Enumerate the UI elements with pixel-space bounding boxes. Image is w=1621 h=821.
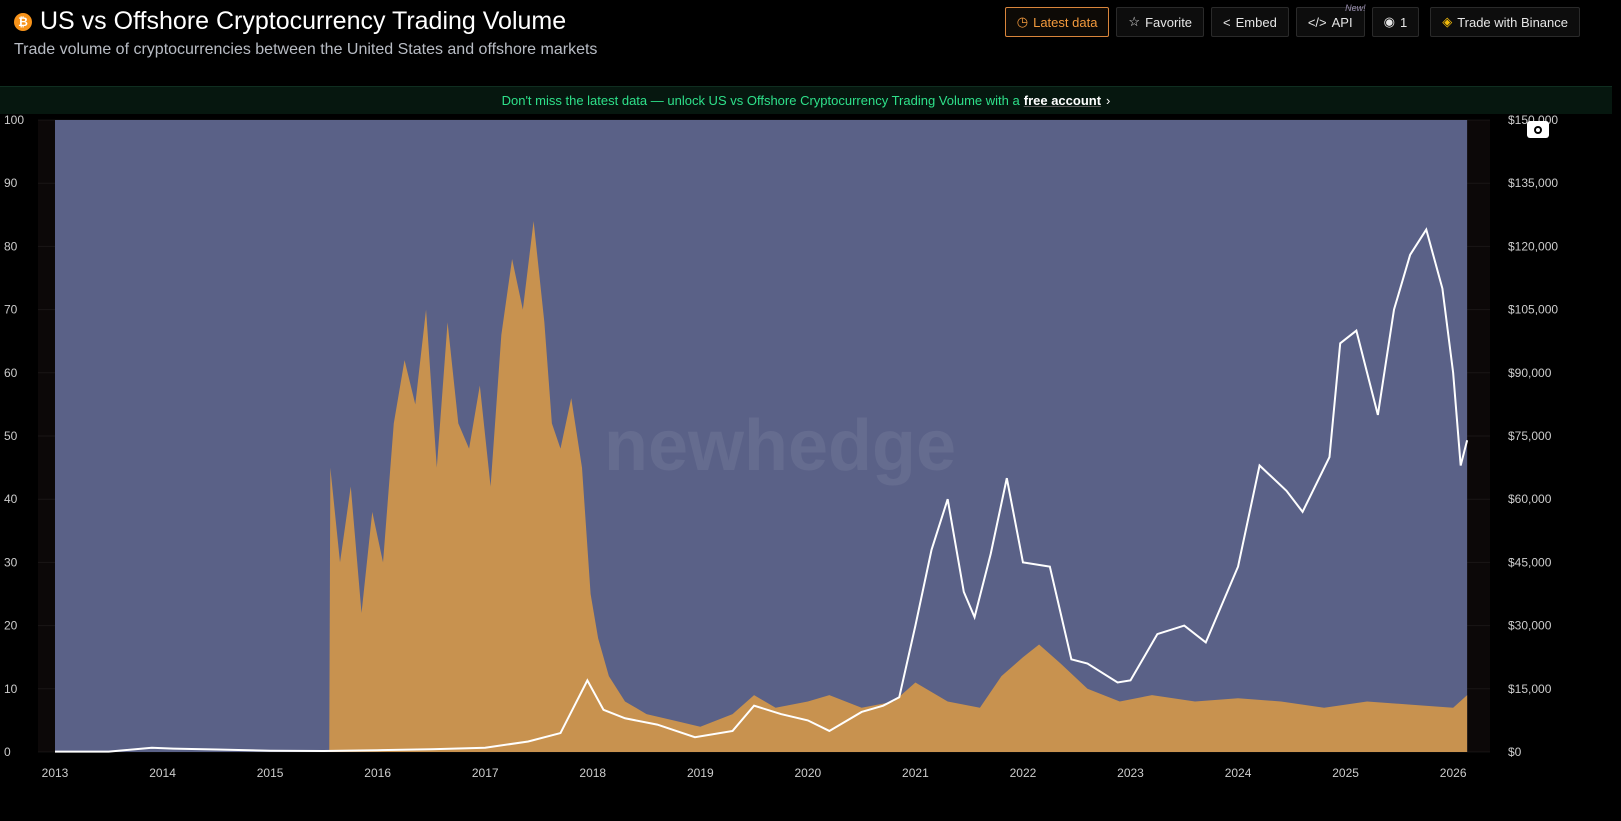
y-left-tick-label: 10 [4, 682, 18, 696]
y-left-tick-label: 60 [4, 366, 18, 380]
y-right-tick-label: $45,000 [1508, 555, 1552, 569]
price-line [55, 227, 1469, 753]
y-left-tick-label: 20 [4, 619, 18, 633]
y-right-tick-label: $0 [1508, 745, 1522, 759]
x-tick-label: 2022 [1010, 766, 1037, 780]
y-left-tick-label: 90 [4, 176, 18, 190]
signup-banner[interactable]: Don't miss the latest data — unlock US v… [0, 86, 1612, 114]
free-account-link[interactable]: free account [1023, 93, 1102, 108]
x-tick-label: 2014 [149, 766, 176, 780]
trade-binance-button[interactable]: ◈ Trade with Binance [1430, 7, 1580, 37]
views-button[interactable]: ◉ 1 [1371, 7, 1420, 37]
x-tick-label: 2015 [257, 766, 284, 780]
eye-icon: ◉ [1383, 14, 1395, 29]
y-right-tick-label: $90,000 [1508, 366, 1552, 380]
new-badge: New! [1345, 3, 1366, 13]
x-tick-label: 2017 [472, 766, 499, 780]
clock-icon: ◷ [1016, 14, 1029, 29]
y-right-tick-label: $75,000 [1508, 429, 1552, 443]
y-right-tick-label: $30,000 [1508, 619, 1552, 633]
y-left-tick-label: 70 [4, 303, 18, 317]
x-tick-label: 2024 [1225, 766, 1252, 780]
camera-button[interactable] [1527, 121, 1549, 138]
y-left-tick-label: 100 [4, 113, 24, 127]
share-icon: < [1223, 14, 1231, 30]
x-tick-label: 2016 [364, 766, 391, 780]
banner-text: Don't miss the latest data — unlock US v… [501, 93, 1020, 108]
star-icon: ☆ [1128, 14, 1141, 29]
y-left-tick-label: 50 [4, 429, 18, 443]
api-button[interactable]: </> API New! [1295, 3, 1366, 37]
us-area [329, 221, 1468, 752]
favorite-button[interactable]: ☆ Favorite [1116, 7, 1205, 37]
code-icon: </> [1307, 14, 1327, 30]
watermark-logo: newhedge [604, 406, 956, 486]
y-left-tick-label: 80 [4, 239, 18, 253]
embed-button[interactable]: < Embed [1211, 7, 1289, 37]
y-left-tick-label: 0 [4, 745, 11, 759]
x-tick-label: 2020 [794, 766, 821, 780]
x-tick-label: 2026 [1440, 766, 1467, 780]
latest-data-button[interactable]: ◷ Latest data [1004, 7, 1110, 37]
toolbar: ◷ Latest data ☆ Favorite < Embed </> API New!… [1004, 3, 1580, 37]
y-left-tick-label: 40 [4, 492, 18, 506]
title-text: US vs Offshore Cryptocurrency Trading Vo… [40, 7, 567, 35]
page-title: ₿ US vs Offshore Cryptocurrency Trading … [14, 7, 566, 36]
bitcoin-icon: ₿ [14, 12, 32, 31]
y-right-tick-label: $120,000 [1508, 239, 1558, 253]
y-right-tick-label: $60,000 [1508, 492, 1552, 506]
y-right-tick-label: $135,000 [1508, 176, 1558, 190]
x-tick-label: 2018 [579, 766, 606, 780]
chevron-right-icon: › [1106, 93, 1111, 108]
binance-icon: ◈ [1442, 14, 1453, 29]
y-right-tick-label: $105,000 [1508, 303, 1558, 317]
page-subtitle: Trade volume of cryptocurrencies between… [14, 41, 598, 58]
x-tick-label: 2023 [1117, 766, 1144, 780]
x-tick-label: 2019 [687, 766, 714, 780]
x-tick-label: 2013 [42, 766, 69, 780]
y-left-tick-label: 30 [4, 555, 18, 569]
x-tick-label: 2021 [902, 766, 929, 780]
x-tick-label: 2025 [1332, 766, 1359, 780]
y-right-tick-label: $15,000 [1508, 682, 1552, 696]
